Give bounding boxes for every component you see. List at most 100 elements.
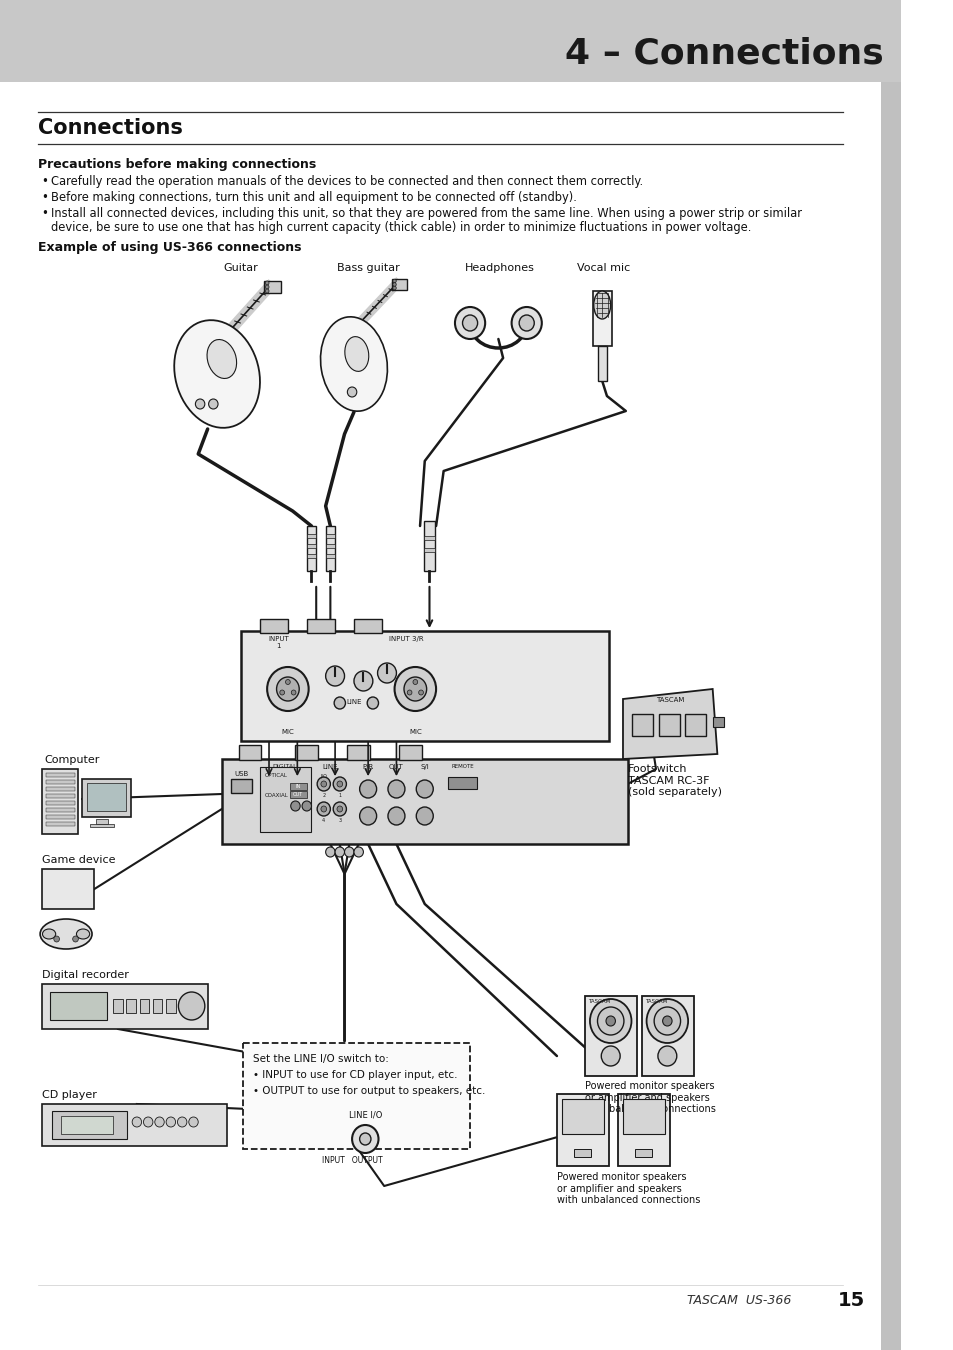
Circle shape: [605, 1017, 615, 1026]
Circle shape: [325, 846, 335, 857]
Bar: [46, 780, 74, 784]
Circle shape: [395, 667, 436, 711]
Bar: [238, 745, 261, 760]
Bar: [635, 1149, 652, 1157]
Text: OUT: OUT: [293, 792, 303, 796]
Text: OPTICAL: OPTICAL: [264, 774, 287, 778]
Circle shape: [511, 306, 541, 339]
Circle shape: [335, 846, 344, 857]
Bar: [423, 536, 435, 540]
Text: Install all connected devices, including this unit, so that they are powered fro: Install all connected devices, including…: [51, 207, 801, 220]
Text: 15: 15: [838, 1291, 864, 1310]
Text: •: •: [42, 190, 49, 204]
Bar: [659, 714, 679, 736]
Bar: [597, 346, 606, 381]
Circle shape: [267, 667, 309, 711]
Bar: [61, 1116, 113, 1134]
Bar: [46, 787, 74, 791]
Bar: [46, 809, 74, 811]
Text: INPUT: INPUT: [268, 636, 289, 643]
Circle shape: [597, 1007, 623, 1035]
Text: Before making connections, turn this unit and all equipment to be connected off : Before making connections, turn this uni…: [51, 190, 577, 204]
Text: MIC: MIC: [409, 729, 421, 734]
Circle shape: [291, 801, 300, 811]
Bar: [592, 292, 611, 346]
Circle shape: [388, 780, 404, 798]
Circle shape: [407, 690, 412, 695]
Bar: [347, 745, 370, 760]
Bar: [399, 745, 421, 760]
Text: 4: 4: [322, 818, 325, 824]
Circle shape: [178, 992, 205, 1021]
Bar: [259, 767, 312, 832]
Circle shape: [658, 1046, 676, 1066]
Text: INPUT 3/R: INPUT 3/R: [388, 636, 423, 643]
Text: •: •: [42, 176, 49, 188]
Circle shape: [359, 1133, 371, 1145]
Text: REMOTE: REMOTE: [451, 764, 474, 769]
Text: •: •: [42, 207, 49, 220]
Bar: [46, 815, 74, 819]
Circle shape: [413, 679, 417, 684]
Circle shape: [316, 802, 330, 815]
Bar: [166, 999, 175, 1012]
Ellipse shape: [593, 292, 610, 319]
Circle shape: [646, 999, 687, 1044]
Text: device, be sure to use one that has high current capacity (thick cable) in order: device, be sure to use one that has high…: [51, 221, 751, 234]
Bar: [354, 620, 382, 633]
Circle shape: [418, 690, 423, 695]
Text: 3: 3: [338, 818, 341, 824]
Text: Powered monitor speakers
or amplifier and speakers
with balanced connections: Powered monitor speakers or amplifier an…: [584, 1081, 716, 1114]
Text: Bass guitar: Bass guitar: [336, 263, 399, 273]
Circle shape: [336, 806, 342, 811]
Circle shape: [416, 780, 433, 798]
Circle shape: [291, 690, 295, 695]
Circle shape: [333, 802, 346, 815]
Circle shape: [265, 285, 269, 289]
Circle shape: [347, 387, 356, 397]
Text: Computer: Computer: [45, 755, 100, 765]
Text: IN: IN: [295, 784, 300, 788]
Bar: [632, 714, 653, 736]
Bar: [307, 526, 315, 571]
Bar: [259, 620, 288, 633]
Text: Footswitch
TASCAM RC-3F
(sold separately): Footswitch TASCAM RC-3F (sold separately…: [627, 764, 721, 798]
Circle shape: [285, 679, 290, 684]
Text: • INPUT to use for CD player input, etc.: • INPUT to use for CD player input, etc.: [253, 1071, 457, 1080]
Circle shape: [377, 663, 396, 683]
Bar: [574, 1149, 590, 1157]
Bar: [127, 999, 135, 1012]
Bar: [622, 1099, 665, 1134]
Text: Headphones: Headphones: [465, 263, 535, 273]
Circle shape: [189, 1116, 198, 1127]
Text: LINE: LINE: [322, 764, 337, 769]
Text: Example of using US-366 connections: Example of using US-366 connections: [38, 242, 301, 254]
Bar: [290, 791, 307, 798]
Circle shape: [354, 671, 373, 691]
Polygon shape: [622, 688, 717, 759]
Bar: [423, 521, 435, 571]
Bar: [307, 620, 335, 633]
Text: Powered monitor speakers
or amplifier and speakers
with unbalanced connections: Powered monitor speakers or amplifier an…: [557, 1172, 700, 1206]
Bar: [43, 869, 94, 909]
Circle shape: [334, 697, 345, 709]
Bar: [96, 819, 108, 823]
Text: P/R: P/R: [362, 764, 374, 769]
Circle shape: [143, 1116, 152, 1127]
Circle shape: [416, 807, 433, 825]
Text: Set the LINE I/O switch to:: Set the LINE I/O switch to:: [253, 1054, 389, 1064]
Text: MIC: MIC: [281, 729, 294, 734]
Text: 4 – Connections: 4 – Connections: [564, 36, 882, 70]
Text: 1: 1: [276, 643, 280, 649]
Bar: [325, 554, 335, 558]
Text: Guitar: Guitar: [223, 263, 258, 273]
Text: TASCAM: TASCAM: [644, 999, 666, 1004]
Bar: [43, 769, 78, 834]
Text: OUT: OUT: [389, 764, 403, 769]
Text: Digital recorder: Digital recorder: [43, 971, 130, 980]
Circle shape: [367, 697, 378, 709]
Bar: [51, 1111, 128, 1139]
Ellipse shape: [320, 317, 387, 412]
Circle shape: [195, 400, 205, 409]
Bar: [325, 535, 335, 539]
